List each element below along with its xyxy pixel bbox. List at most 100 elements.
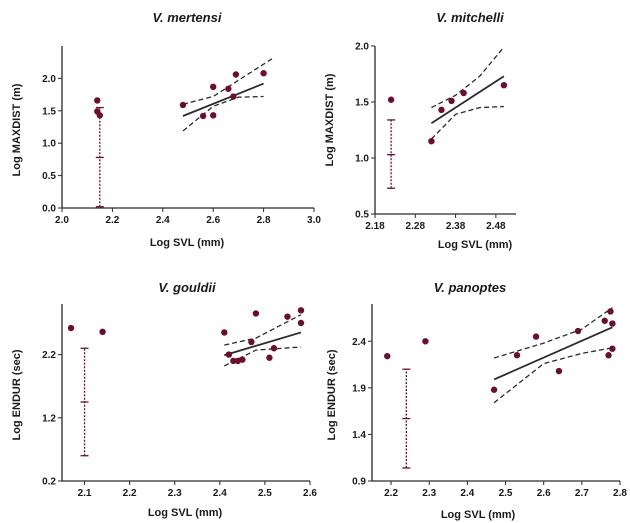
data-point bbox=[448, 97, 455, 105]
ci-upper-band bbox=[224, 314, 302, 346]
panel-title: V. panoptes bbox=[434, 280, 506, 295]
x-tick-label: 2.4 bbox=[213, 488, 227, 499]
x-tick-label: 2.5 bbox=[499, 488, 513, 499]
y-tick-label: 2.2 bbox=[42, 350, 56, 361]
y-tick-label: 0.5 bbox=[42, 171, 56, 182]
regression-line bbox=[430, 75, 505, 125]
data-point bbox=[199, 112, 207, 120]
x-tick-label: 2.0 bbox=[55, 215, 69, 226]
data-point bbox=[210, 83, 217, 91]
data-point bbox=[248, 338, 255, 346]
y-tick-label: 1.0 bbox=[42, 139, 56, 150]
data-point bbox=[270, 345, 278, 352]
data-point bbox=[221, 329, 228, 336]
data-point bbox=[284, 313, 291, 320]
y-axis-label: Log ENDUR (sec) bbox=[11, 349, 23, 440]
data-point bbox=[555, 367, 563, 375]
y-tick-label: 0.5 bbox=[355, 210, 369, 221]
x-tick-label: 2.7 bbox=[575, 488, 589, 499]
data-point bbox=[230, 93, 237, 100]
data-point bbox=[210, 112, 217, 119]
x-tick-label: 2.1 bbox=[78, 488, 92, 499]
y-tick-label: 1.4 bbox=[352, 430, 366, 441]
y-axis-label: Log MAXDIST (m) bbox=[324, 73, 336, 166]
data-point bbox=[574, 327, 582, 335]
x-tick-label: 2.18 bbox=[365, 221, 385, 232]
data-point bbox=[252, 310, 260, 317]
x-tick-label: 2.4 bbox=[156, 215, 170, 226]
outlier-point bbox=[99, 328, 106, 336]
regression-line bbox=[493, 326, 613, 381]
outlier-point bbox=[96, 112, 104, 119]
data-point bbox=[532, 333, 540, 340]
y-tick-label: 2.4 bbox=[352, 337, 366, 348]
ci-upper-band bbox=[182, 57, 275, 105]
data-point bbox=[239, 356, 246, 363]
panel-gouldii: V. gouldii Log SVL (mm) Log ENDUR (sec) … bbox=[11, 280, 317, 519]
x-tick-label: 2.8 bbox=[257, 215, 271, 226]
x-tick-label: 2.48 bbox=[486, 221, 506, 232]
x-tick-label: 2.38 bbox=[446, 221, 466, 232]
y-tick-label: 1.9 bbox=[352, 383, 366, 394]
y-tick-label: 1.5 bbox=[355, 98, 369, 109]
y-tick-label: 0.9 bbox=[352, 477, 366, 488]
data-point bbox=[225, 351, 233, 358]
regression-line bbox=[182, 82, 264, 117]
outlier-point bbox=[422, 338, 429, 345]
data-point bbox=[438, 106, 445, 114]
x-tick-label: 2.2 bbox=[384, 488, 398, 499]
data-point bbox=[230, 357, 237, 365]
data-point bbox=[260, 70, 267, 77]
data-point bbox=[607, 308, 614, 315]
panel-title: V. mertensi bbox=[153, 10, 222, 25]
outlier-point bbox=[387, 96, 395, 103]
data-point bbox=[266, 354, 273, 361]
regression-line bbox=[224, 331, 302, 357]
x-tick-label: 2.3 bbox=[422, 488, 436, 499]
x-tick-label: 2.8 bbox=[613, 488, 627, 499]
data-point bbox=[428, 138, 435, 145]
panel-mitchelli: V. mitchelli Log SVL (mm) Log MAXDIST (m… bbox=[324, 10, 516, 251]
y-axis-label: Log ENDUR (sec) bbox=[326, 349, 338, 440]
data-point bbox=[225, 85, 232, 92]
x-tick-label: 2.2 bbox=[105, 215, 119, 226]
panel-mertensi: V. mertensi Log SVL (mm) Log MAXDIST (m)… bbox=[11, 10, 321, 249]
data-point bbox=[609, 320, 616, 327]
x-axis-label: Log SVL (mm) bbox=[148, 507, 223, 519]
x-axis-label: Log SVL (mm) bbox=[150, 237, 225, 249]
x-tick-label: 2.5 bbox=[258, 488, 272, 499]
data-point bbox=[179, 101, 187, 109]
x-tick-label: 2.6 bbox=[206, 215, 220, 226]
panel-title: V. gouldii bbox=[158, 280, 216, 295]
outlier-point bbox=[94, 97, 101, 104]
y-tick-label: 1.5 bbox=[42, 106, 56, 117]
data-point bbox=[513, 352, 521, 359]
y-tick-label: 1.0 bbox=[355, 154, 369, 165]
panel-title: V. mitchelli bbox=[436, 10, 504, 25]
x-tick-label: 3.0 bbox=[307, 215, 321, 226]
panel-panoptes: V. panoptes Log SVL (mm) Log ENDUR (sec)… bbox=[326, 280, 627, 521]
y-tick-label: 0.2 bbox=[42, 477, 56, 488]
x-tick-label: 2.2 bbox=[123, 488, 137, 499]
y-tick-label: 0.0 bbox=[42, 204, 56, 215]
data-point bbox=[601, 317, 608, 324]
x-tick-label: 2.6 bbox=[303, 488, 317, 499]
outlier-point bbox=[67, 324, 75, 332]
data-point bbox=[609, 345, 616, 352]
data-point bbox=[232, 71, 240, 78]
data-point bbox=[297, 307, 305, 314]
x-tick-label: 2.28 bbox=[406, 221, 426, 232]
y-tick-label: 1.2 bbox=[42, 413, 56, 424]
y-tick-label: 2.0 bbox=[355, 42, 369, 53]
x-tick-label: 2.4 bbox=[460, 488, 474, 499]
outlier-point bbox=[384, 352, 391, 360]
y-axis-label: Log MAXDIST (m) bbox=[11, 83, 23, 176]
data-point bbox=[297, 319, 305, 327]
y-tick-label: 2.0 bbox=[42, 74, 56, 85]
ci-lower-band bbox=[430, 105, 504, 140]
x-tick-label: 2.3 bbox=[168, 488, 182, 499]
data-point bbox=[605, 352, 612, 359]
data-point bbox=[500, 82, 508, 89]
ci-lower-band bbox=[493, 347, 613, 404]
